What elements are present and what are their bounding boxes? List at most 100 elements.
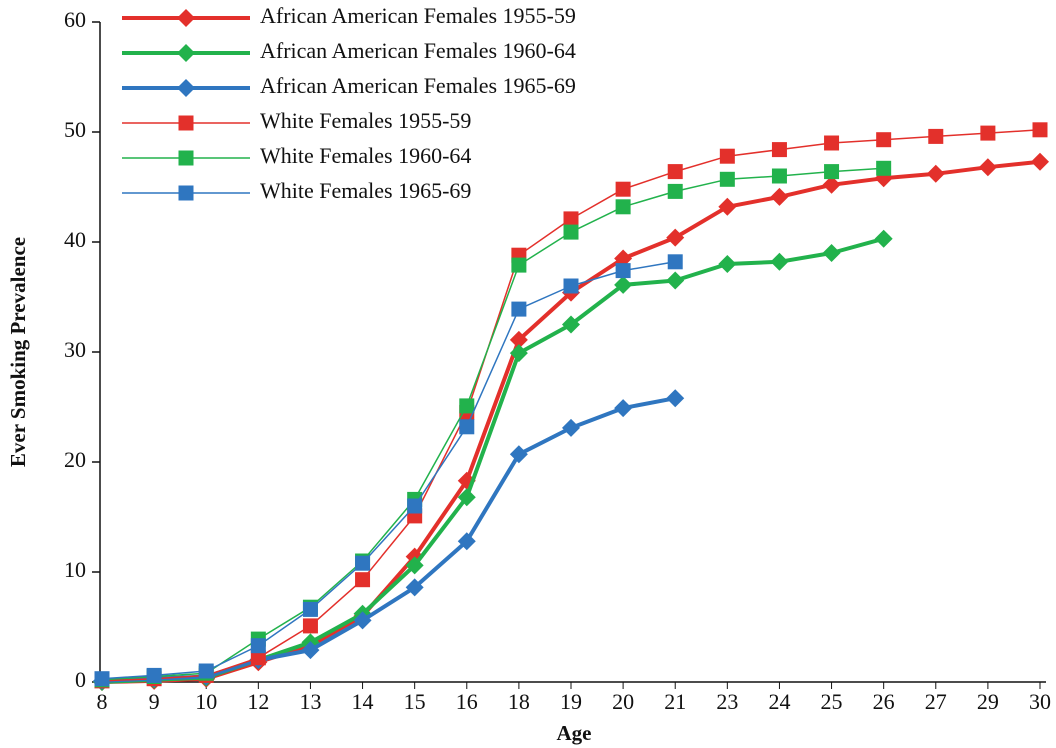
x-tick-label: 29	[977, 689, 999, 714]
data-point	[719, 171, 735, 187]
y-axis-title: Ever Smoking Prevalence	[6, 237, 30, 467]
data-point	[822, 244, 841, 262]
data-point	[824, 164, 840, 180]
data-point	[770, 187, 789, 206]
x-tick-label: 10	[195, 689, 217, 714]
data-point	[978, 158, 997, 177]
series-line	[101, 396, 676, 683]
data-point	[667, 164, 683, 180]
data-point	[771, 168, 787, 184]
data-point	[666, 228, 685, 247]
data-point	[457, 488, 476, 507]
data-point	[667, 183, 683, 199]
legend-marker	[178, 115, 194, 131]
y-tick-label: 10	[64, 557, 86, 582]
data-point	[509, 344, 528, 363]
data-point	[719, 148, 735, 164]
data-point	[614, 399, 633, 418]
data-point	[457, 532, 476, 551]
legend-marker	[177, 44, 195, 62]
data-point	[666, 271, 685, 290]
series-line	[101, 167, 884, 681]
x-tick-label: 27	[925, 689, 947, 714]
series-line	[101, 236, 885, 684]
data-point	[459, 398, 475, 414]
data-point	[615, 263, 631, 279]
y-tick-label: 60	[64, 7, 86, 32]
data-point	[562, 315, 580, 334]
legend-marker	[177, 9, 195, 27]
y-tick-label: 50	[64, 117, 86, 142]
x-tick-label: 19	[560, 689, 582, 714]
x-tick-label: 15	[404, 689, 426, 714]
data-point	[459, 419, 475, 435]
data-point	[405, 556, 424, 575]
x-tick-label: 25	[821, 689, 843, 714]
x-tick-label: 30	[1029, 689, 1051, 714]
y-tick-label: 0	[75, 667, 86, 692]
data-point	[614, 275, 633, 294]
data-point	[563, 224, 579, 240]
data-point	[355, 555, 371, 571]
data-point	[511, 257, 527, 273]
series-line	[101, 261, 676, 680]
data-point	[926, 164, 945, 183]
data-point	[250, 650, 266, 666]
data-point	[666, 389, 685, 408]
x-axis-title: Age	[557, 721, 592, 745]
x-tick-label: 13	[299, 689, 321, 714]
x-tick-label: 23	[716, 689, 738, 714]
data-point	[509, 445, 528, 464]
data-point	[198, 663, 214, 679]
data-point	[718, 197, 737, 216]
x-tick-label: 12	[247, 689, 269, 714]
data-point	[407, 498, 423, 514]
x-tick-label: 20	[612, 689, 634, 714]
data-point	[563, 278, 579, 294]
y-tick-label: 30	[64, 337, 86, 362]
x-tick-label: 24	[768, 689, 790, 714]
x-tick-label: 16	[456, 689, 478, 714]
data-point	[353, 611, 372, 630]
data-point	[876, 160, 892, 176]
data-point	[718, 255, 737, 273]
data-point	[302, 618, 318, 634]
data-point	[980, 125, 996, 141]
x-tick-label: 9	[149, 689, 160, 714]
legend-marker	[177, 79, 195, 97]
data-point	[824, 135, 840, 151]
data-point	[615, 181, 631, 197]
data-point	[876, 132, 892, 148]
legend-label: African American Females 1955-59	[260, 3, 576, 28]
data-point	[563, 211, 579, 227]
data-point	[874, 229, 893, 248]
data-point	[94, 671, 110, 687]
legend-label: White Females 1960-64	[260, 143, 471, 168]
data-point	[511, 301, 527, 317]
data-point	[355, 572, 371, 588]
data-point	[509, 330, 528, 349]
data-point	[615, 199, 631, 215]
y-tick-label: 40	[64, 227, 86, 252]
data-point	[770, 252, 789, 271]
x-tick-label: 14	[352, 689, 374, 714]
data-point	[301, 641, 320, 660]
data-point	[771, 142, 787, 158]
data-point	[1032, 122, 1048, 138]
y-tick-label: 20	[64, 447, 86, 472]
data-point	[928, 128, 944, 144]
data-point	[562, 418, 580, 437]
data-point	[822, 175, 841, 194]
data-point	[405, 578, 424, 597]
x-tick-label: 18	[508, 689, 530, 714]
data-point	[250, 638, 266, 654]
data-point	[614, 249, 633, 268]
data-point	[146, 667, 162, 683]
data-point	[302, 601, 318, 617]
data-point	[1031, 152, 1049, 171]
data-point	[667, 254, 683, 270]
x-tick-label: 26	[873, 689, 895, 714]
x-tick-label: 8	[97, 689, 108, 714]
legend-marker	[178, 185, 194, 201]
